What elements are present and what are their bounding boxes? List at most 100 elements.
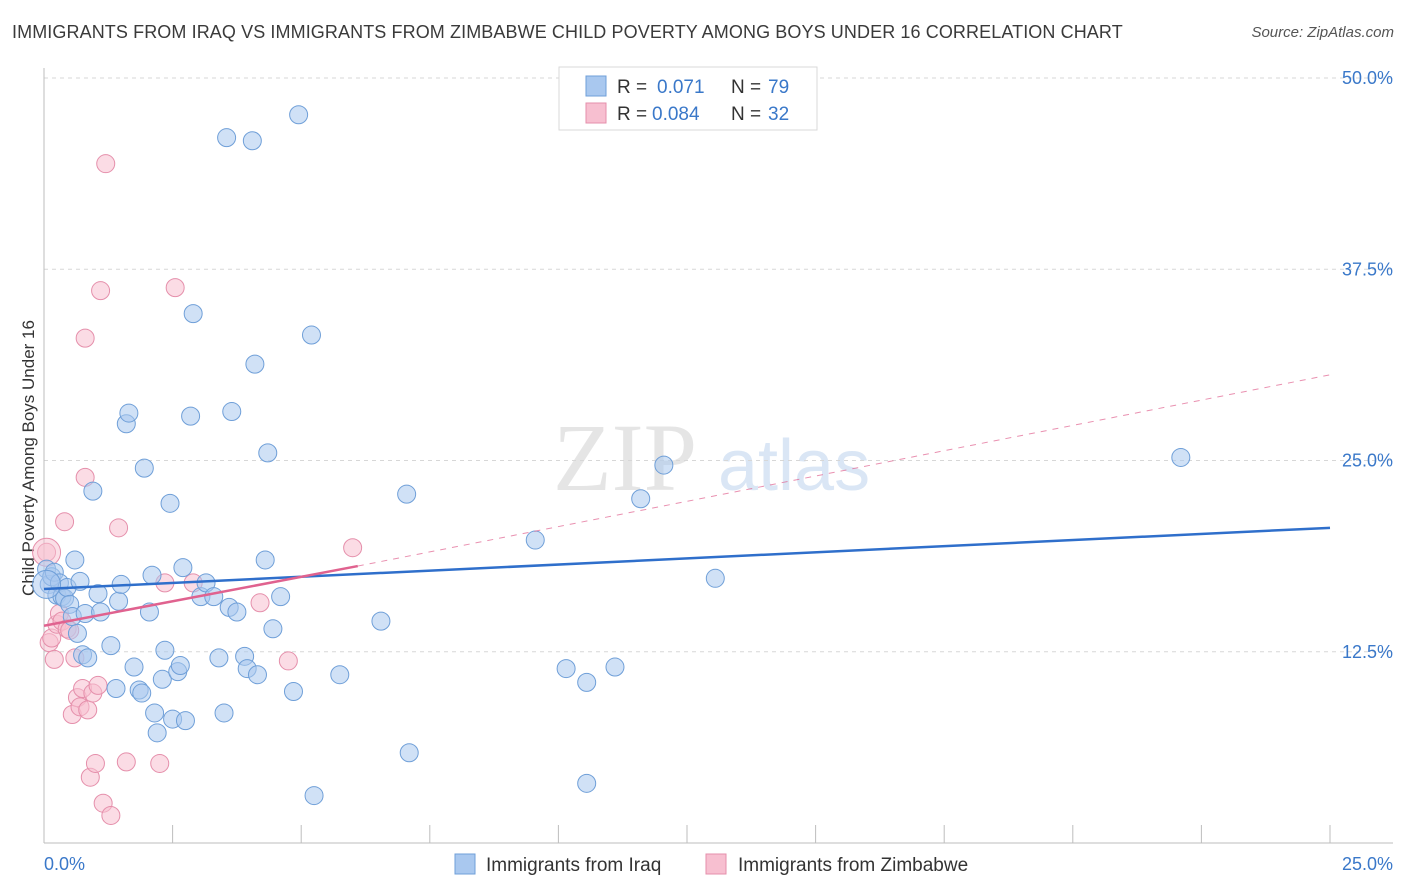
iraq-point-43	[183, 304, 203, 324]
iraq-point-75	[631, 489, 651, 509]
iraq-point-36	[160, 493, 180, 513]
iraq-point-67	[371, 611, 391, 631]
iraq-point-62	[283, 682, 303, 702]
zimbabwe-point-22	[91, 281, 111, 301]
y-tick-label-0: 12.5%	[1342, 642, 1393, 662]
zimbabwe-point-28	[150, 753, 170, 773]
iraq-point-60	[263, 619, 283, 639]
iraq-point-42	[181, 406, 201, 426]
legend-n-label-iraq: N =	[731, 77, 761, 98]
iraq-point-77	[705, 568, 725, 588]
legend: R = 0.071 N = 79 R = 0.084 N = 32	[558, 66, 818, 131]
iraq-point-64	[304, 786, 324, 806]
axes	[43, 68, 1393, 844]
zimbabwe-point-24	[96, 154, 116, 174]
iraq-point-18	[88, 584, 108, 604]
iraq-point-78	[1171, 447, 1191, 467]
iraq-point-66	[330, 665, 350, 685]
iraq-point-29	[134, 458, 154, 478]
zimbabwe-point-25	[101, 805, 121, 825]
bottom-legend-swatch-zimbabwe	[705, 853, 727, 875]
x-tick-left: 0.0%	[44, 854, 85, 874]
iraq-point-72	[577, 672, 597, 692]
iraq-point-28	[132, 683, 152, 703]
iraq-point-47	[209, 648, 229, 668]
zimbabwe-trend-extension	[357, 374, 1331, 567]
zimbabwe-point-15	[75, 328, 95, 348]
zimbabwe-point-27	[116, 752, 136, 772]
zimbabwe-point-34	[343, 538, 363, 558]
y-tick-labels: 12.5% 25.0% 37.5% 50.0%	[1342, 68, 1393, 662]
iraq-point-35	[152, 669, 172, 689]
trend-lines	[43, 374, 1331, 627]
y-tick-label-1: 25.0%	[1342, 451, 1393, 471]
zimbabwe-point-32	[250, 593, 270, 613]
iraq-point-17	[83, 481, 103, 501]
legend-n-zimbabwe: 32	[768, 104, 789, 125]
watermark-zip: ZIP	[553, 404, 697, 511]
y-tick-label-2: 37.5%	[1342, 259, 1393, 279]
legend-swatch-iraq	[585, 75, 607, 97]
zimbabwe-trend-line	[43, 564, 359, 627]
legend-swatch-zimbabwe	[585, 102, 607, 124]
legend-n-iraq: 79	[768, 77, 789, 98]
iraq-point-34	[155, 640, 175, 660]
zimbabwe-point-33	[278, 651, 298, 671]
iraq-point-55	[242, 131, 262, 151]
iraq-point-76	[654, 455, 674, 475]
zimbabwe-point-30	[165, 278, 185, 298]
iraq-point-20	[101, 636, 121, 656]
zimbabwe-point-16	[78, 700, 98, 720]
iraq-point-52	[227, 602, 247, 622]
iraq-point-59	[255, 550, 275, 570]
iraq-point-31	[142, 565, 162, 585]
iraq-point-71	[556, 659, 576, 679]
iraq-point-73	[577, 773, 597, 793]
zimbabwe-point-21	[88, 675, 108, 695]
zimbabwe-point-26	[109, 518, 129, 538]
iraq-point-39	[170, 656, 190, 676]
iraq-point-48	[214, 703, 234, 723]
iraq-point-21	[106, 678, 126, 698]
iraq-point-26	[124, 657, 144, 677]
iraq-point-22	[109, 591, 129, 611]
iraq-point-41	[175, 711, 195, 731]
zimbabwe-point-7	[55, 512, 75, 532]
x-tick-right: 25.0%	[1342, 854, 1393, 874]
bottom-legend-swatch-iraq	[454, 853, 476, 875]
iraq-point-68	[399, 743, 419, 763]
iraq-point-19	[91, 602, 111, 622]
legend-r-label-zimbabwe: R =	[617, 104, 647, 125]
iraq-point-69	[397, 484, 417, 504]
iraq-point-32	[145, 703, 165, 723]
iraq-point-46	[204, 587, 224, 607]
source-label: Source: ZipAtlas.com	[1251, 24, 1394, 41]
legend-r-iraq: 0.071	[657, 77, 705, 98]
y-tick-label-3: 50.0%	[1342, 68, 1393, 88]
iraq-points	[32, 105, 1191, 806]
iraq-point-65	[301, 325, 321, 345]
zimbabwe-point-3	[44, 649, 64, 669]
iraq-point-50	[217, 128, 237, 148]
zimbabwe-points	[32, 154, 363, 825]
legend-n-label-zimbabwe: N =	[731, 104, 761, 125]
bottom-legend: Immigrants from Iraq Immigrants from Zim…	[454, 853, 968, 876]
iraq-cluster-marker	[32, 569, 62, 599]
iraq-point-11	[65, 550, 85, 570]
zimbabwe-point-20	[85, 753, 105, 773]
iraq-point-33	[147, 723, 167, 743]
bottom-legend-label-iraq: Immigrants from Iraq	[486, 855, 661, 876]
chart-title: IMMIGRANTS FROM IRAQ VS IMMIGRANTS FROM …	[12, 22, 1123, 42]
iraq-point-40	[173, 558, 193, 578]
iraq-point-51	[222, 402, 242, 422]
iraq-point-58	[258, 443, 278, 463]
iraq-point-56	[245, 354, 265, 374]
iraq-point-74	[605, 657, 625, 677]
iraq-point-63	[289, 105, 309, 125]
y-axis-label: Child Poverty Among Boys Under 16	[19, 320, 38, 596]
iraq-point-25	[119, 403, 139, 423]
iraq-point-12	[67, 623, 87, 643]
legend-r-label-iraq: R =	[617, 77, 647, 98]
legend-r-zimbabwe: 0.084	[652, 104, 700, 125]
